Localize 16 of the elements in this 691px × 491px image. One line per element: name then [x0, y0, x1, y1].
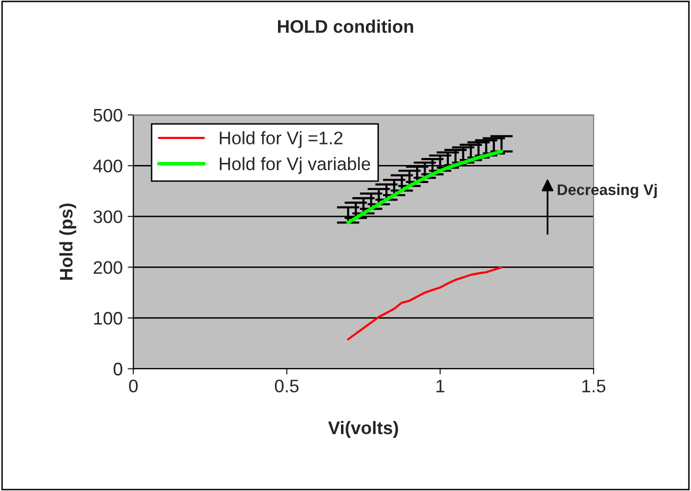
y-tick-label: 200: [94, 261, 122, 274]
x-axis-title: Vi(volts): [328, 420, 398, 438]
x-tick-label: 0: [129, 380, 138, 392]
legend-label: Hold for Vj =1.2: [220, 131, 342, 148]
chart-title: HOLD condition: [278, 20, 414, 33]
y-tick-label: 100: [94, 312, 122, 325]
line-series: [347, 266, 503, 340]
y-tick-label: 0: [114, 362, 122, 376]
x-tick-label: 1: [436, 380, 444, 392]
legend-label: Hold for Vj variable: [220, 157, 370, 174]
y-tick-label: 300: [94, 210, 122, 224]
y-axis-title: Hold (ps): [59, 204, 76, 280]
x-tick-label: 0.5: [274, 380, 299, 392]
x-tick-label: 1.5: [582, 380, 606, 392]
y-tick-label: 400: [93, 160, 122, 172]
y-tick-label: 500: [94, 108, 122, 122]
